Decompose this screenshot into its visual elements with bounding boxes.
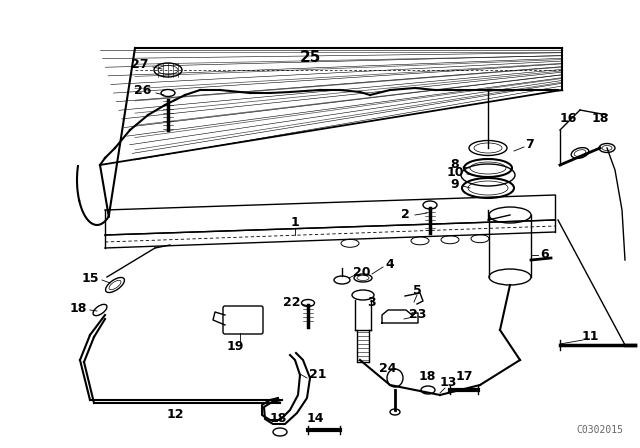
Ellipse shape [489, 207, 531, 223]
Text: 25: 25 [300, 51, 321, 65]
Text: 23: 23 [410, 307, 427, 320]
Text: 7: 7 [525, 138, 534, 151]
Text: 18: 18 [591, 112, 609, 125]
Text: 6: 6 [541, 249, 549, 262]
Text: 8: 8 [451, 159, 460, 172]
Text: 2: 2 [401, 208, 410, 221]
Ellipse shape [489, 269, 531, 285]
Text: 5: 5 [413, 284, 421, 297]
Ellipse shape [154, 63, 182, 77]
Text: 10: 10 [446, 165, 464, 178]
Text: 18: 18 [69, 302, 86, 314]
Text: 12: 12 [166, 409, 184, 422]
Text: 11: 11 [581, 331, 599, 344]
Text: 20: 20 [353, 266, 371, 279]
Text: 22: 22 [284, 296, 301, 309]
Text: 4: 4 [386, 258, 394, 271]
Text: 24: 24 [380, 362, 397, 375]
Text: 3: 3 [367, 297, 375, 310]
Text: 26: 26 [134, 83, 152, 96]
Text: 1: 1 [291, 215, 300, 228]
Text: 18: 18 [269, 412, 287, 425]
Text: 16: 16 [559, 112, 577, 125]
Text: 9: 9 [451, 178, 460, 191]
Text: 18: 18 [419, 370, 436, 383]
Text: 19: 19 [227, 340, 244, 353]
FancyBboxPatch shape [223, 306, 263, 334]
Text: 27: 27 [131, 59, 148, 72]
Text: 14: 14 [307, 412, 324, 425]
Text: 17: 17 [455, 370, 473, 383]
Text: 21: 21 [309, 369, 327, 382]
Text: 13: 13 [439, 376, 457, 389]
Text: 15: 15 [81, 271, 99, 284]
Text: C0302015: C0302015 [577, 425, 623, 435]
